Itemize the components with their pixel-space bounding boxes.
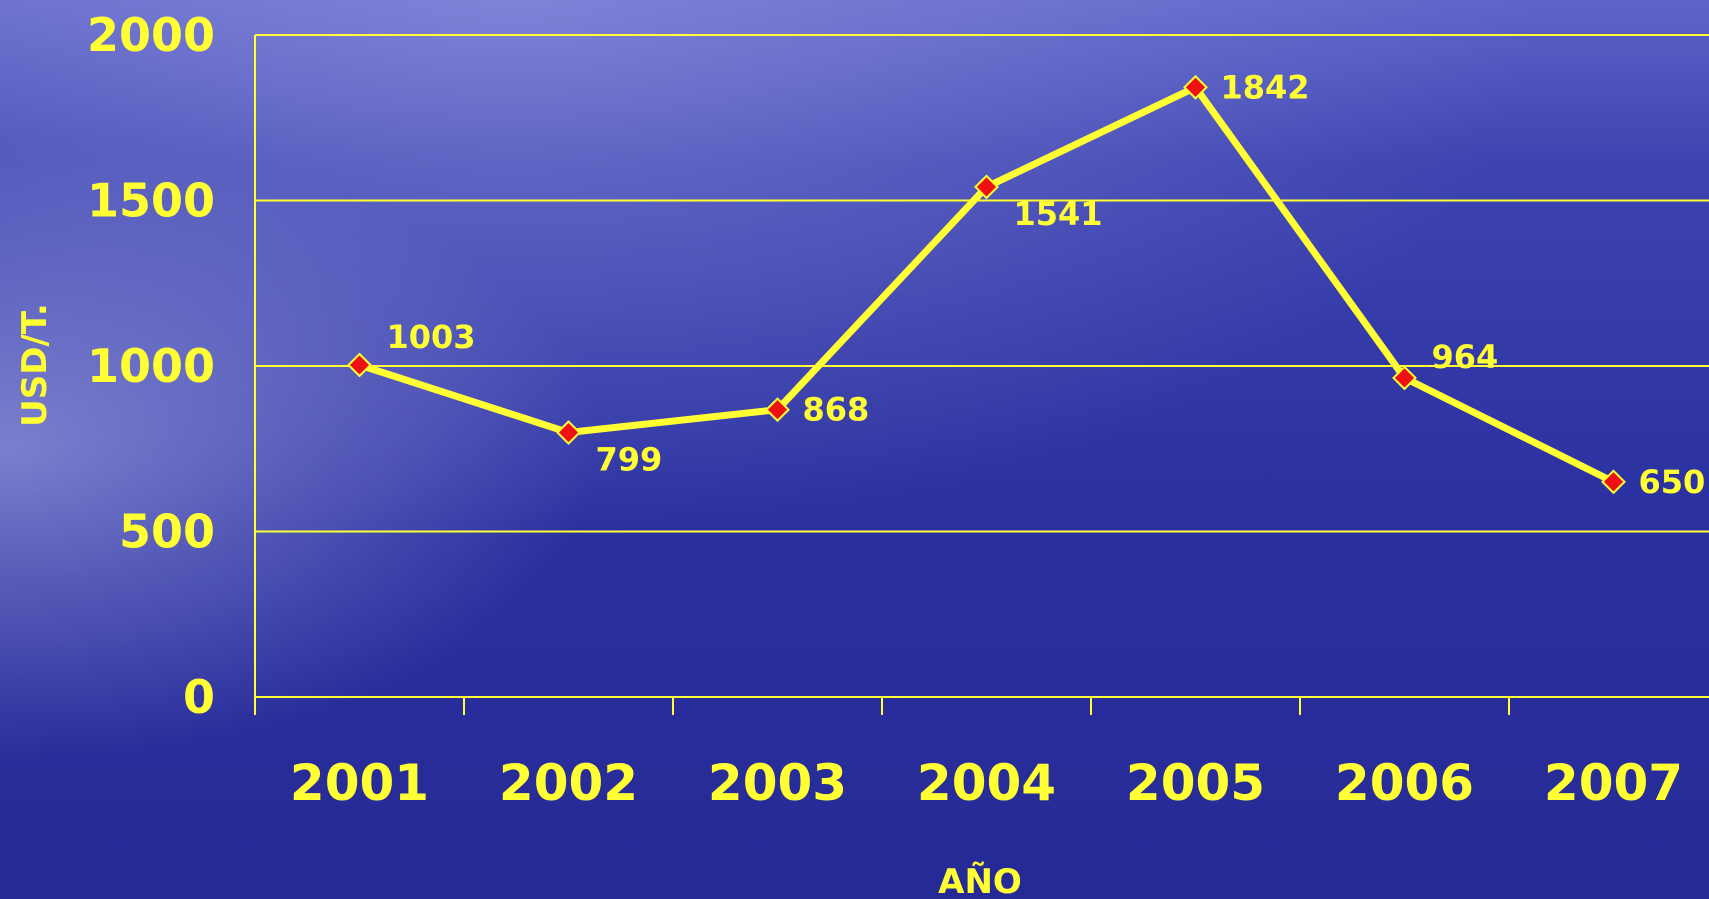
marker-2005 xyxy=(1183,74,1208,100)
marker-2001 xyxy=(347,352,372,378)
data-labels: 1003 799 868 1541 1842 964 650 xyxy=(387,68,1706,501)
marker-2007 xyxy=(1601,469,1626,495)
x-tick-labels: 2001 2002 2003 2004 2005 2006 2007 xyxy=(290,754,1683,812)
axes xyxy=(254,35,1709,715)
data-label-2006: 964 xyxy=(1432,338,1499,376)
data-label-2002: 799 xyxy=(596,441,663,479)
marker-2004 xyxy=(974,174,999,200)
marker-2006 xyxy=(1392,365,1417,391)
x-tick-label-2002: 2002 xyxy=(499,754,638,812)
marker-2002 xyxy=(556,420,581,445)
x-tick-label-2006: 2006 xyxy=(1335,754,1474,812)
x-tick-label-2001: 2001 xyxy=(290,754,429,812)
data-label-2001: 1003 xyxy=(387,318,476,356)
y-tick-label-0: 0 xyxy=(183,670,215,724)
x-axis-title: AÑO xyxy=(938,861,1022,899)
data-label-2007: 650 xyxy=(1639,463,1706,501)
markers xyxy=(347,74,1626,495)
y-tick-labels: 0 500 1000 1500 2000 xyxy=(87,8,215,724)
data-label-2004: 1541 xyxy=(1014,195,1103,233)
y-tick-label-1500: 1500 xyxy=(87,174,215,228)
x-tick-label-2007: 2007 xyxy=(1544,754,1683,812)
y-axis-title: USD/T. xyxy=(15,303,55,427)
x-tick-label-2004: 2004 xyxy=(917,754,1056,812)
y-tick-label-500: 500 xyxy=(119,505,215,559)
marker-2003 xyxy=(765,397,790,423)
data-label-2003: 868 xyxy=(803,391,870,429)
data-label-2005: 1842 xyxy=(1221,68,1310,106)
x-tick-label-2003: 2003 xyxy=(708,754,847,812)
y-tick-label-2000: 2000 xyxy=(87,8,215,62)
y-tick-label-1000: 1000 xyxy=(87,339,215,393)
x-tick-label-2005: 2005 xyxy=(1126,754,1265,812)
